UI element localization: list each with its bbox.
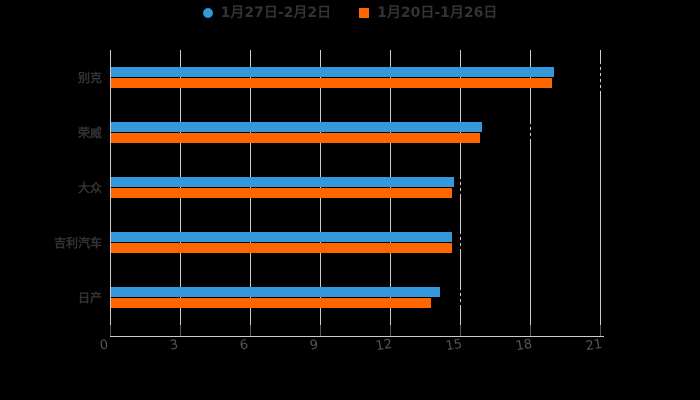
gridline (530, 50, 531, 325)
x-axis-tick (390, 325, 391, 336)
x-tick-label: 0 (98, 337, 110, 354)
gridline (250, 50, 251, 325)
legend-circle-marker-icon (202, 8, 213, 18)
x-axis-tick (180, 325, 181, 336)
gridline-dash-artifact (599, 63, 602, 92)
x-axis-tick (110, 325, 111, 336)
bar-previous-3[interactable] (111, 188, 452, 198)
bar-previous-2[interactable] (111, 133, 480, 143)
category-label: 别克 (77, 70, 102, 85)
gridline-dash-artifact (529, 123, 532, 142)
gridline-dash-artifact (459, 289, 462, 306)
bar-current-5[interactable] (111, 287, 440, 297)
bar-previous-5[interactable] (111, 298, 431, 308)
bar-current-3[interactable] (111, 177, 454, 187)
bar-current-1[interactable] (111, 67, 555, 77)
x-axis-tick (600, 325, 601, 336)
gridline (110, 50, 111, 325)
x-axis-line (110, 336, 604, 337)
gridline-dash-artifact (459, 178, 462, 197)
category-label: 大众 (77, 180, 102, 195)
bar-current-2[interactable] (111, 122, 482, 132)
gridline (600, 50, 601, 325)
chart-legend: 1月27日-2月2日 1月20日-1月26日 (0, 6, 700, 20)
category-label: 吉利汽车 (53, 235, 102, 250)
x-tick-label: 12 (374, 336, 394, 355)
x-axis-tick (250, 325, 251, 336)
x-axis-tick (320, 325, 321, 336)
bar-current-4[interactable] (111, 232, 452, 242)
x-axis-tick (530, 325, 531, 336)
legend-label-previous-week: 1月20日-1月26日 (377, 5, 498, 21)
legend-item-previous-week[interactable]: 1月20日-1月26日 (359, 6, 497, 20)
category-label: 荣威 (77, 125, 102, 140)
legend-label-current-week: 1月27日-2月2日 (220, 5, 332, 21)
plot-area: 0 3 6 9 12 15 18 21 别克荣威大众吉利汽车日产 (54, 50, 604, 360)
gridline-dash-artifact (459, 233, 462, 252)
x-tick-label: 6 (238, 337, 250, 354)
legend-item-current-week[interactable]: 1月27日-2月2日 (202, 5, 332, 21)
gridline (320, 50, 321, 325)
x-tick-label: 9 (308, 337, 320, 354)
x-tick-label: 18 (514, 336, 534, 355)
x-tick-label: 21 (584, 336, 604, 355)
gridline (180, 50, 181, 325)
legend-square-marker-icon (359, 8, 370, 18)
x-tick-label: 15 (444, 336, 464, 355)
bar-previous-1[interactable] (111, 78, 552, 88)
x-tick-label: 3 (168, 337, 180, 354)
x-axis-tick (460, 325, 461, 336)
gridline (390, 50, 391, 325)
bar-previous-4[interactable] (111, 243, 452, 253)
category-label: 日产 (77, 290, 102, 305)
